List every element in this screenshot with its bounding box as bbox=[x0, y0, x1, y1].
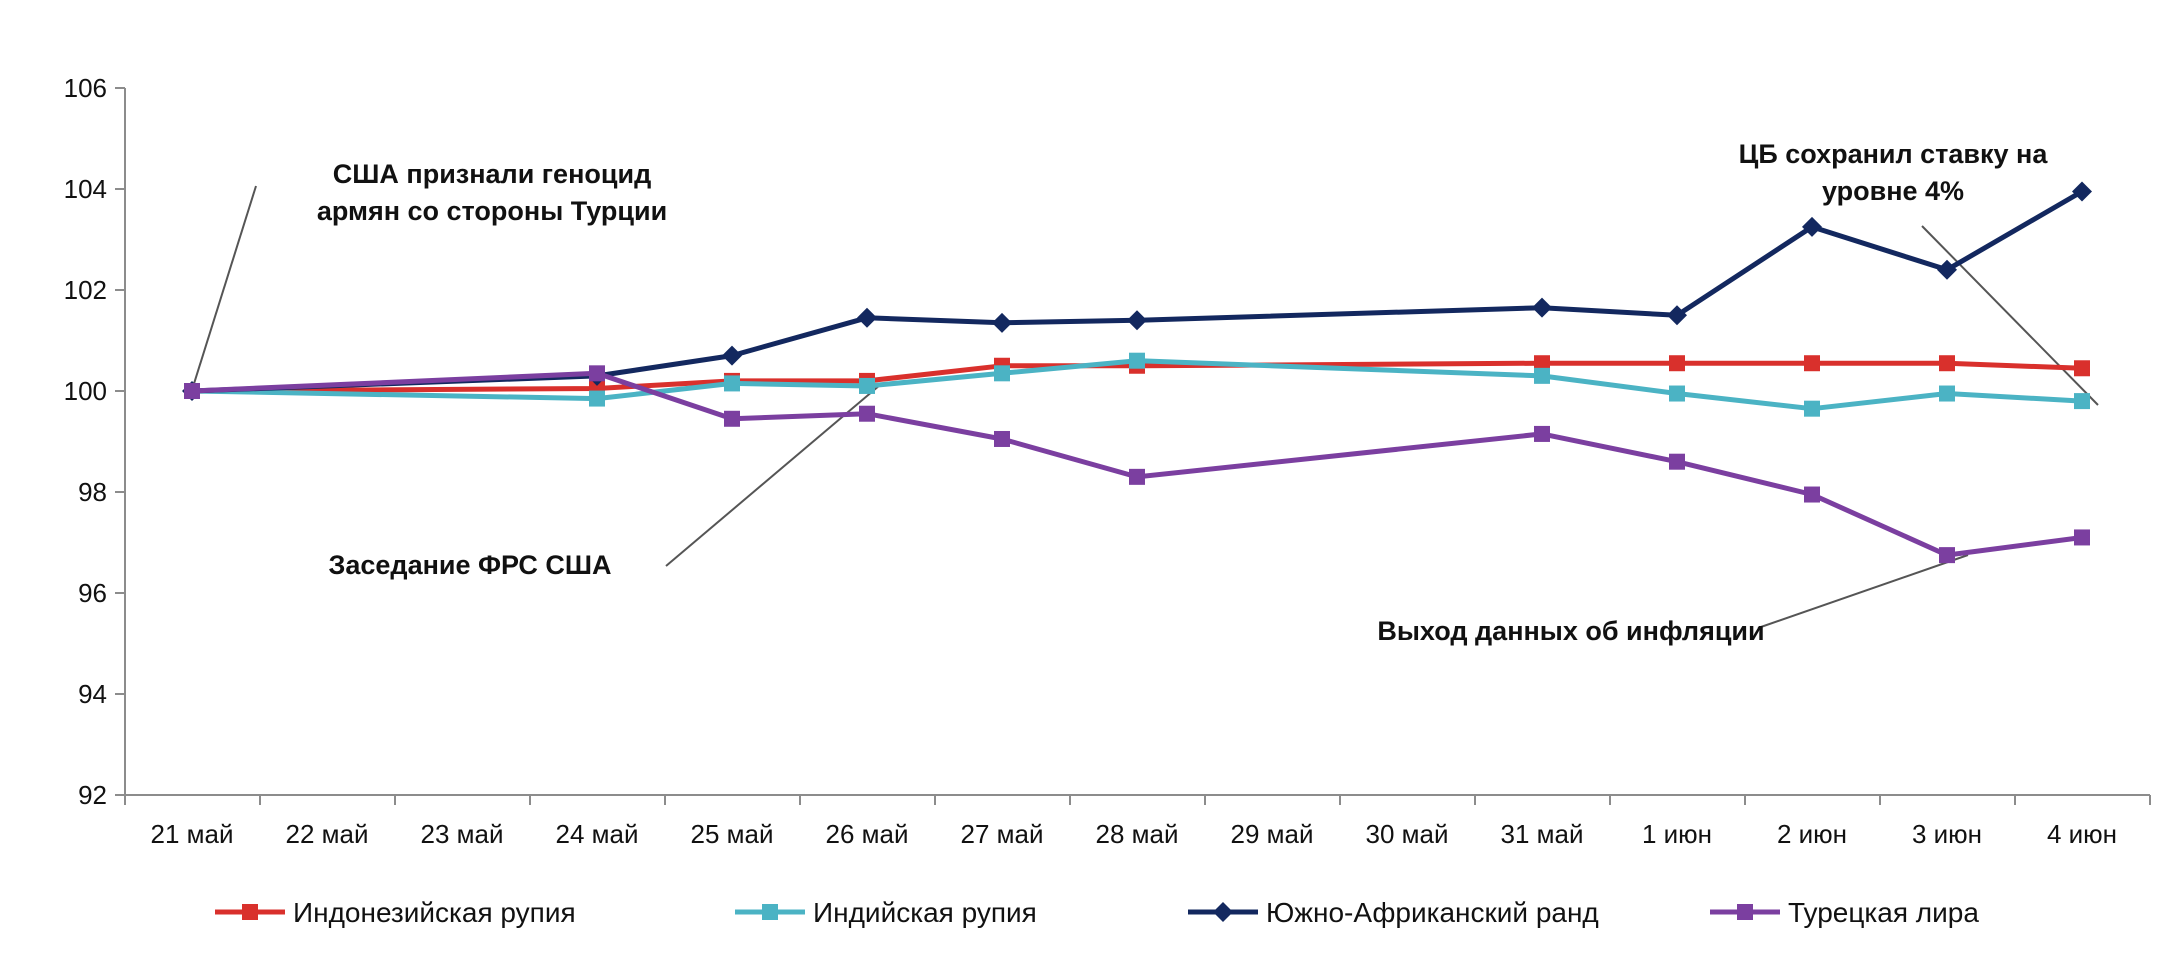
data-point bbox=[1532, 297, 1552, 318]
data-point bbox=[859, 377, 875, 394]
y-tick-label: 96 bbox=[78, 578, 107, 608]
annotation-text: ЦБ сохранил ставку на bbox=[1739, 139, 2049, 169]
data-point bbox=[1939, 385, 1955, 402]
legend-label: Южно-Африканский ранд bbox=[1266, 897, 1599, 928]
legend-item-3: Южно-Африканский ранд bbox=[1188, 897, 1599, 928]
annotation-text: США признали геноцид bbox=[333, 159, 651, 189]
legend-swatch-marker bbox=[1737, 904, 1753, 920]
series-line bbox=[191, 370, 2083, 558]
annotation-text: уровне 4% bbox=[1822, 176, 1964, 206]
data-point bbox=[722, 345, 742, 366]
y-tick-label: 94 bbox=[78, 679, 107, 709]
data-point bbox=[1804, 400, 1820, 417]
x-tick-label: 28 май bbox=[1095, 819, 1178, 849]
data-point bbox=[2072, 181, 2092, 202]
data-point bbox=[1534, 355, 1550, 372]
data-point bbox=[1939, 547, 1955, 564]
annotations: США признали геноцид армян со стороны Тур… bbox=[317, 139, 2049, 646]
x-tick-label: 23 май bbox=[420, 819, 503, 849]
legend: Индонезийская рупия Индийская рупия Южно-А… bbox=[215, 897, 1979, 928]
data-point bbox=[1804, 486, 1820, 503]
data-point bbox=[724, 375, 740, 392]
x-tick-label: 24 май bbox=[555, 819, 638, 849]
data-point bbox=[1534, 367, 1550, 384]
legend-item-4: Турецкая лира bbox=[1710, 897, 1979, 928]
data-point bbox=[1669, 385, 1685, 402]
legend-label: Индонезийская рупия bbox=[293, 897, 576, 928]
x-tick-label: 21 май bbox=[150, 819, 233, 849]
data-point bbox=[1802, 216, 1822, 237]
data-point bbox=[859, 405, 875, 422]
annotation-text: Выход данных об инфляции bbox=[1377, 616, 1764, 646]
data-point bbox=[1129, 352, 1145, 369]
legend-label: Индийская рупия bbox=[813, 897, 1037, 928]
data-point bbox=[724, 410, 740, 427]
data-point bbox=[1804, 355, 1820, 372]
data-point bbox=[994, 365, 1010, 382]
y-tick-label: 106 bbox=[64, 73, 107, 103]
y-tick-label: 104 bbox=[64, 174, 107, 204]
x-tick-label: 3 июн bbox=[1912, 819, 1982, 849]
x-tick-label: 4 июн bbox=[2047, 819, 2117, 849]
data-point bbox=[1534, 425, 1550, 442]
x-tick-label: 25 май bbox=[690, 819, 773, 849]
data-point bbox=[1667, 305, 1687, 326]
x-tick-label: 1 июн bbox=[1642, 819, 1712, 849]
data-point bbox=[994, 430, 1010, 447]
data-point bbox=[1937, 259, 1957, 280]
data-point bbox=[2074, 360, 2090, 377]
series-layer bbox=[182, 181, 2092, 564]
legend-item-2: Индийская рупия bbox=[735, 897, 1037, 928]
annotation-leader-line bbox=[191, 185, 257, 391]
data-point bbox=[1669, 453, 1685, 470]
annotation-leader-line bbox=[1757, 554, 1969, 629]
data-point bbox=[1129, 468, 1145, 485]
data-point bbox=[589, 365, 605, 382]
data-point bbox=[1669, 355, 1685, 372]
y-tick-label: 100 bbox=[64, 376, 107, 406]
data-point bbox=[857, 307, 877, 328]
data-point bbox=[1127, 310, 1147, 331]
x-tick-label: 22 май bbox=[285, 819, 368, 849]
x-tick-label: 27 май bbox=[960, 819, 1043, 849]
data-point bbox=[2074, 393, 2090, 410]
data-point bbox=[2074, 529, 2090, 546]
x-tick-label: 31 май bbox=[1500, 819, 1583, 849]
data-point bbox=[184, 383, 200, 399]
data-point bbox=[992, 312, 1012, 333]
x-tick-label: 30 май bbox=[1365, 819, 1448, 849]
axes: 92 94 96 98 100 102 104 106 21 май 22 май 23 май 24… bbox=[64, 73, 2151, 849]
y-tick-label: 102 bbox=[64, 275, 107, 305]
x-tick-label: 2 июн bbox=[1777, 819, 1847, 849]
legend-item-1: Индонезийская рупия bbox=[215, 897, 576, 928]
legend-swatch-marker bbox=[762, 904, 778, 920]
annotation-text: Заседание ФРС США bbox=[328, 550, 611, 580]
series-4 bbox=[184, 365, 2090, 564]
data-point bbox=[1939, 355, 1955, 372]
x-tick-label: 29 май bbox=[1230, 819, 1313, 849]
annotation-leader-line bbox=[1921, 225, 2099, 406]
data-point bbox=[589, 390, 605, 407]
legend-swatch-marker bbox=[242, 904, 258, 920]
y-tick-label: 98 bbox=[78, 477, 107, 507]
y-tick-label: 92 bbox=[78, 780, 107, 810]
legend-swatch-marker bbox=[1213, 902, 1233, 922]
x-tick-label: 26 май bbox=[825, 819, 908, 849]
annotation-text: армян со стороны Турции bbox=[317, 196, 667, 226]
legend-label: Турецкая лира bbox=[1788, 897, 1979, 928]
